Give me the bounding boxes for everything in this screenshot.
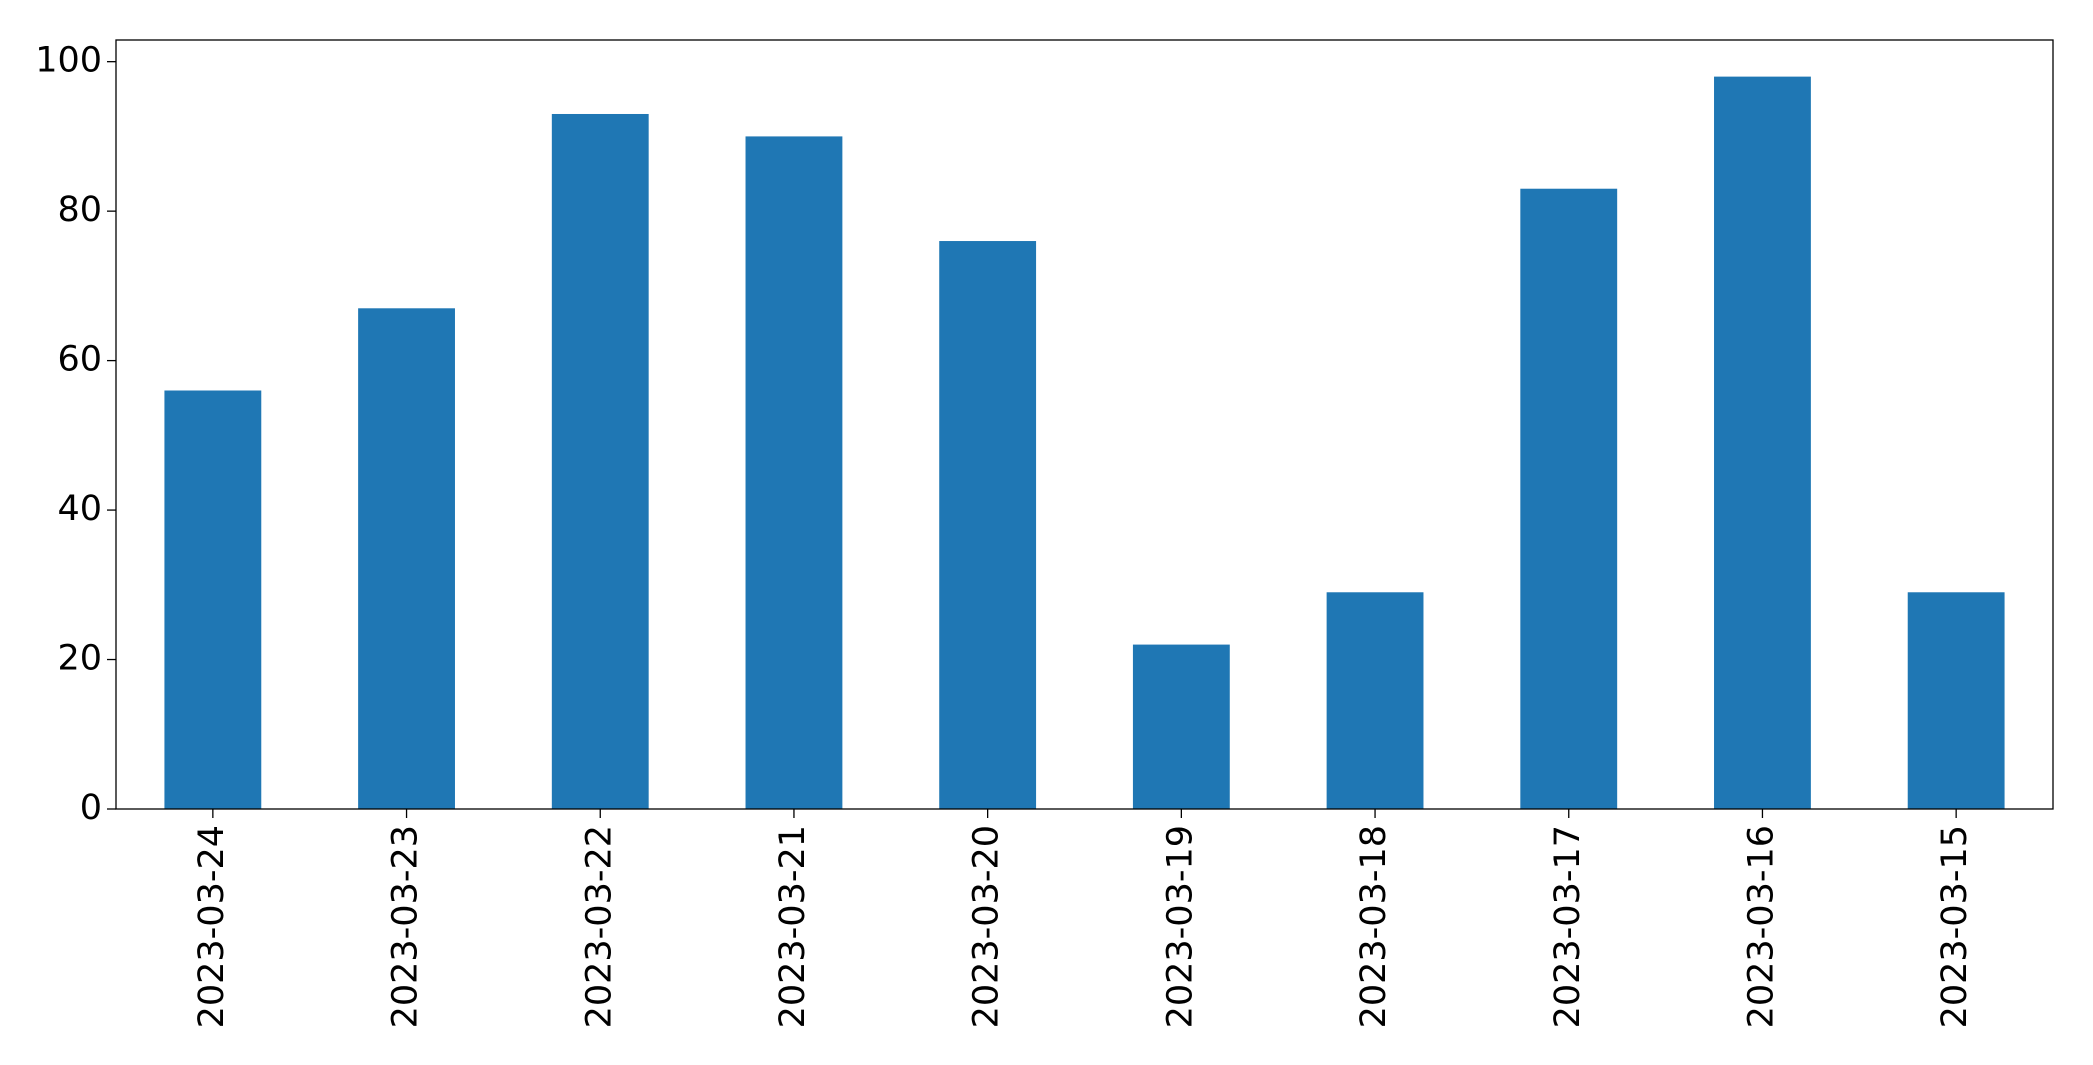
x-tick-label: 2023-03-21: [773, 825, 813, 1028]
bar: [1714, 76, 1811, 810]
y-tick-label: 0: [80, 788, 102, 828]
bar: [939, 241, 1037, 809]
x-tick-label: 2023-03-20: [967, 825, 1007, 1028]
bar: [1907, 592, 2005, 809]
bar: [1326, 592, 1424, 809]
x-tick-label: 2023-03-22: [579, 825, 619, 1028]
x-tick-label: 2023-03-15: [1935, 825, 1975, 1028]
bar: [358, 308, 455, 809]
x-tick-label: 2023-03-23: [386, 825, 426, 1028]
y-tick-label: 60: [57, 340, 102, 380]
x-tick-label: 2023-03-24: [192, 825, 232, 1028]
x-tick-label: 2023-03-17: [1548, 825, 1588, 1028]
bar: [1132, 644, 1230, 809]
x-tick-label: 2023-03-16: [1741, 825, 1781, 1028]
y-tick-label: 40: [57, 489, 102, 529]
bar: [1520, 188, 1618, 810]
x-tick-label: 2023-03-18: [1354, 825, 1394, 1028]
y-tick-label: 100: [35, 41, 102, 81]
plot-area: 0 20 40 60 80 100 2023-03-24 2023-03-23 2023-03-…: [35, 41, 2005, 1028]
x-tick-label: 2023-03-19: [1160, 825, 1200, 1028]
y-tick-label: 80: [57, 190, 102, 230]
bar: [551, 113, 649, 810]
y-tick-label: 20: [57, 639, 102, 679]
bar: [745, 136, 843, 809]
bar: [164, 390, 262, 809]
axes-frame: [115, 39, 2054, 810]
